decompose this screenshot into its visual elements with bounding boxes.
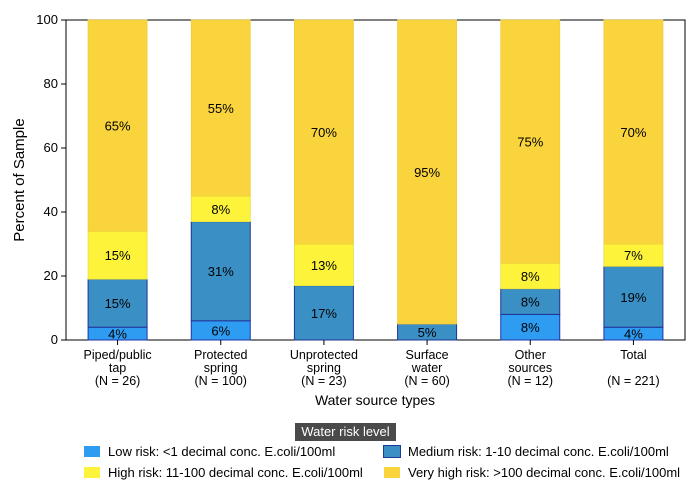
legend-label-very-high-risk: Very high risk: >100 decimal conc. E.col… [408, 465, 681, 480]
bar-value-label: 95% [414, 165, 440, 180]
bar-value-label: 15% [105, 296, 131, 311]
x-tick-label: (N = 221) [607, 374, 659, 388]
x-tick-label: sources [508, 361, 552, 375]
y-tick-label: 0 [51, 332, 58, 347]
bar-segment [190, 221, 251, 322]
bar-value-label: 17% [311, 306, 337, 321]
bar-segment [294, 19, 354, 245]
x-tick-label: (N = 26) [95, 374, 141, 388]
bar-segment [87, 19, 148, 232]
bar-value-label: 6% [211, 323, 230, 338]
legend-item-low-risk: Low risk: <1 decimal conc. E.coli/100ml [84, 444, 335, 460]
bar-value-label: 5% [418, 325, 437, 340]
bar-value-label: 19% [620, 290, 646, 305]
bar-value-label: 15% [105, 248, 131, 263]
legend-title: Water risk level [295, 423, 396, 441]
x-tick-label: (N = 60) [404, 374, 450, 388]
x-tick-label: Surface [406, 348, 449, 362]
legend-label-high-risk: High risk: 11-100 decimal conc. E.coli/1… [108, 465, 363, 480]
legend-swatch-medium-risk [383, 445, 401, 458]
legend: Water risk level Low risk: <1 decimal co… [0, 420, 691, 492]
plot-area [65, 19, 686, 341]
bar-value-label: 8% [521, 320, 540, 335]
x-tick-label: Piped/public [84, 348, 152, 362]
legend-label-low-risk: Low risk: <1 decimal conc. E.coli/100ml [108, 444, 336, 459]
y-tick-label: 40 [44, 204, 58, 219]
stacked-bar-chart: 0 20 40 60 80 100 4% 15% 15% 65% 6% 31% 8% 55% 17% 13%… [11, 12, 686, 408]
bar-value-label: 65% [105, 119, 131, 134]
legend-swatch-low-risk [84, 446, 100, 457]
bar-value-label: 7% [624, 248, 643, 263]
x-tick-label: spring [307, 361, 341, 375]
x-tick-label: spring [204, 361, 238, 375]
bar-segment [397, 19, 457, 325]
bar-segment [603, 19, 664, 245]
bar-segment [87, 230, 148, 280]
bar-segment [603, 265, 664, 328]
legend-item-very-high-risk: Very high risk: >100 decimal conc. E.col… [384, 465, 680, 481]
bar-segment [500, 262, 561, 290]
x-tick-label: Unprotected [290, 348, 358, 362]
x-axis-label: Water source types [315, 392, 435, 408]
x-tick-label: Other [515, 348, 546, 362]
bars: 4% 15% 15% 65% 6% 31% 8% 55% 17% 13% 70% 5% 95% 8% 8% 8… [87, 19, 664, 342]
legend-swatch-high-risk [84, 467, 100, 478]
bar-value-label: 8% [211, 202, 230, 217]
bar-value-label: 13% [311, 258, 337, 273]
bar-value-label: 8% [521, 269, 540, 284]
bar-value-label: 55% [208, 101, 234, 116]
bar-value-label: 4% [108, 327, 127, 342]
bar-value-label: 70% [620, 125, 646, 140]
bar-value-label: 75% [517, 135, 543, 150]
legend-item-high-risk: High risk: 11-100 decimal conc. E.coli/1… [84, 465, 363, 481]
x-tick-label: (N = 100) [195, 374, 247, 388]
x-tick-label: (N = 12) [507, 374, 553, 388]
y-axis: 0 20 40 60 80 100 [36, 12, 66, 347]
x-tick-label: Total [620, 348, 646, 362]
bar-segment [293, 285, 354, 341]
bar-value-label: 31% [208, 264, 234, 279]
legend-swatch-very-high-risk [384, 467, 400, 478]
legend-item-medium-risk: Medium risk: 1-10 decimal conc. E.coli/1… [383, 444, 669, 460]
bar-segment [500, 19, 561, 264]
legend-label-medium-risk: Medium risk: 1-10 decimal conc. E.coli/1… [408, 444, 669, 459]
x-tick-label: Protected [194, 348, 248, 362]
bar-segment [294, 243, 354, 286]
y-tick-label: 100 [36, 12, 58, 27]
y-tick-label: 80 [44, 76, 58, 91]
x-tick-label: (N = 23) [301, 374, 347, 388]
bar-value-label: 70% [311, 125, 337, 140]
x-tick-label: tap [109, 361, 126, 375]
bar-value-label: 8% [521, 295, 540, 310]
bar-segment [190, 19, 251, 197]
bar-value-label: 4% [624, 327, 643, 342]
bar-segment [87, 278, 148, 328]
x-tick-label: water [411, 361, 443, 375]
y-tick-label: 60 [44, 140, 58, 155]
y-tick-label: 20 [44, 268, 58, 283]
y-axis-label: Percent of Sample [11, 118, 28, 241]
bar-segment [190, 195, 251, 223]
